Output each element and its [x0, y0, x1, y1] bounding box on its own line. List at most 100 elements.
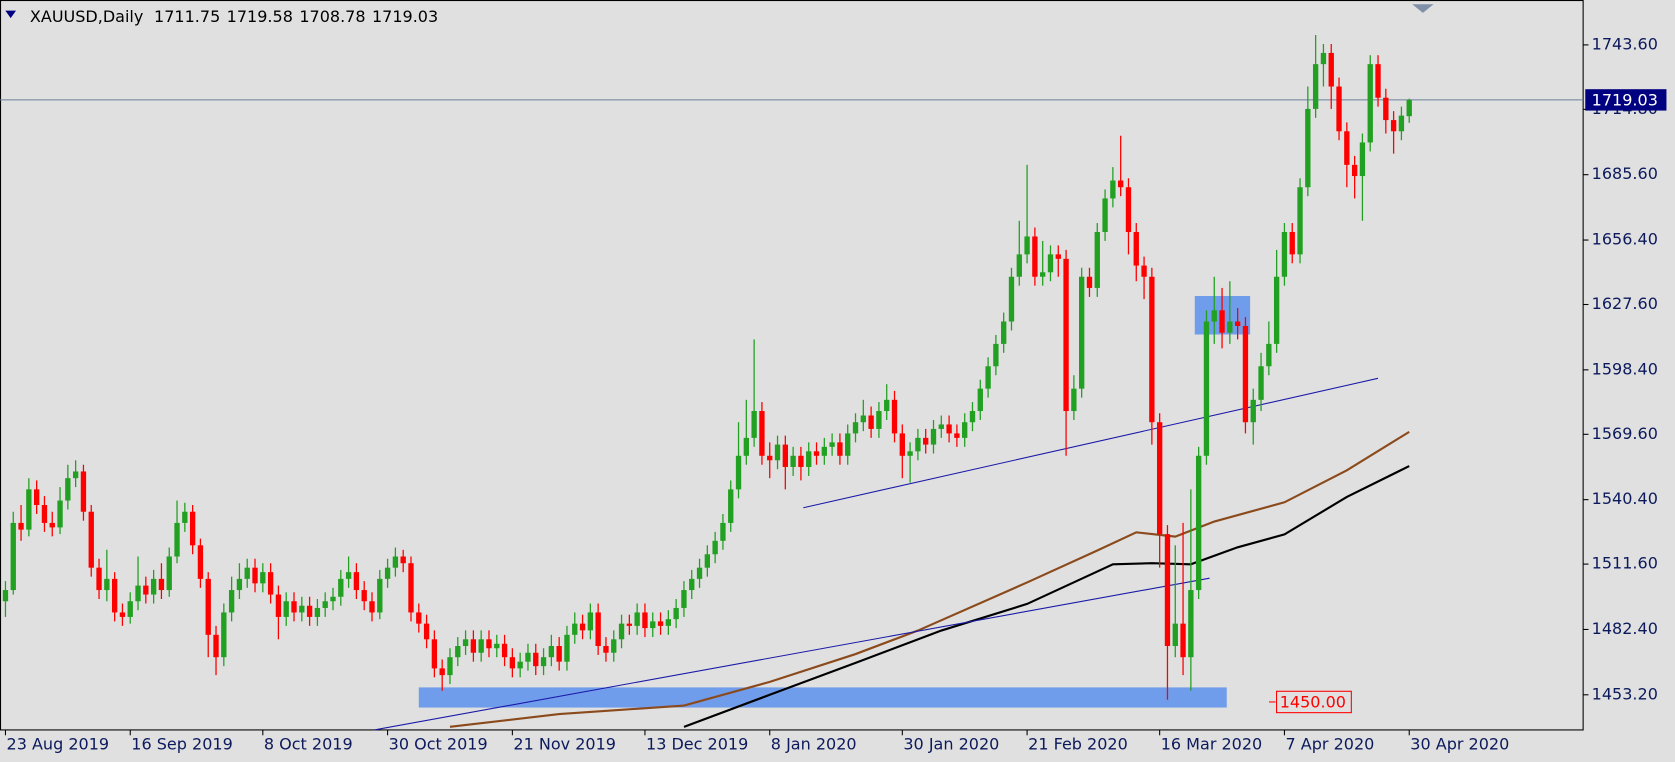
candle-body: [1016, 254, 1022, 277]
candle-body: [977, 388, 983, 412]
candle-body: [884, 399, 890, 412]
candle-body: [462, 639, 469, 647]
candle-body: [1227, 321, 1233, 333]
candle-body: [751, 411, 757, 438]
y-tick-label: 1511.60: [1592, 554, 1658, 573]
candle-body: [626, 623, 633, 626]
candle-body: [1063, 258, 1069, 412]
candle-body: [1211, 310, 1217, 322]
candle-body: [1164, 534, 1171, 647]
candle-body: [111, 578, 118, 613]
candle-body: [158, 578, 165, 591]
candle-body: [899, 433, 905, 456]
candle-body: [1297, 187, 1303, 255]
moving-average: [683, 465, 1410, 728]
candle-body: [1312, 64, 1319, 109]
candle-body: [852, 422, 859, 434]
candle-body: [509, 657, 516, 669]
candle-body: [587, 612, 594, 631]
candle-body: [1375, 64, 1381, 98]
candle-body: [291, 601, 297, 613]
y-tick-label: 1598.40: [1592, 359, 1658, 378]
shift-marker: [1412, 4, 1434, 13]
candle-body: [650, 621, 656, 629]
y-tick-label: 1685.60: [1592, 164, 1658, 183]
candle-body: [993, 343, 999, 367]
candle-body: [392, 556, 399, 568]
candle-body: [400, 556, 406, 564]
trendline: [374, 577, 1210, 731]
candle-body: [1305, 108, 1311, 188]
candle-body: [759, 411, 765, 456]
annotation-box: [1276, 690, 1352, 714]
candle-body: [1344, 131, 1350, 165]
candle-body: [1320, 52, 1327, 65]
candle-body: [572, 623, 578, 635]
menu-arrow[interactable]: [5, 10, 17, 19]
candle-body: [1117, 180, 1124, 188]
candle-body: [837, 442, 843, 456]
candle-body: [1390, 120, 1397, 132]
candle-body: [829, 442, 835, 447]
x-tick-label: 8 Jan 2020: [771, 734, 857, 753]
candle-body: [1273, 276, 1280, 344]
candle-body: [1047, 254, 1054, 273]
candle-body: [299, 605, 305, 613]
candle-body: [954, 433, 960, 438]
candle-body: [213, 634, 219, 658]
candle-body: [821, 446, 827, 456]
candle-body: [712, 540, 718, 555]
candle-body: [189, 511, 196, 546]
ohlc-open: 1711.75: [154, 7, 220, 26]
candle-body: [806, 451, 812, 467]
candle-body: [782, 444, 788, 467]
candle-body: [767, 455, 773, 461]
candle-body: [1133, 231, 1139, 266]
candle-body: [361, 590, 367, 602]
candle-body: [244, 567, 250, 579]
candle-body: [416, 612, 422, 624]
candle-body: [946, 424, 952, 434]
candle-body: [1032, 236, 1038, 277]
candle-body: [603, 646, 609, 653]
candle-body: [868, 415, 874, 429]
candle-body: [564, 634, 570, 662]
candle-body: [119, 612, 126, 617]
candle-body: [689, 578, 695, 591]
candle-body: [517, 661, 523, 669]
candle-body: [431, 639, 438, 669]
candle-body: [1086, 276, 1093, 288]
x-tick-label: 23 Aug 2019: [7, 734, 110, 753]
candle-body: [525, 652, 531, 662]
candle-body: [57, 500, 63, 528]
chart-header: XAUUSD,Daily 1711.75 1719.58 1708.78 1719.03: [30, 7, 438, 26]
candle-body: [1125, 187, 1132, 232]
candle-body: [2, 590, 9, 602]
candle-body: [345, 572, 352, 579]
candle-body: [556, 646, 562, 662]
x-tick-label: 16 Sep 2019: [131, 734, 232, 753]
candle-body: [1289, 231, 1295, 255]
candle-body: [96, 567, 102, 591]
candle-body: [1266, 343, 1272, 367]
candle-body: [696, 567, 703, 579]
candle-body: [1024, 236, 1030, 255]
candle-body: [353, 572, 360, 591]
candle-body: [260, 572, 266, 584]
candle-body: [423, 623, 430, 640]
candle-body: [642, 612, 648, 629]
candle-body: [938, 424, 944, 429]
candle-body: [618, 623, 625, 640]
candle-body: [1328, 52, 1334, 87]
candle-body: [1219, 310, 1225, 333]
candle-body: [743, 437, 750, 456]
candle-body: [221, 612, 227, 658]
candle-body: [174, 522, 180, 557]
candle-body: [1040, 272, 1046, 277]
candle-body: [447, 657, 453, 676]
candle-body: [790, 455, 796, 467]
candle-body: [455, 646, 461, 658]
x-tick-label: 13 Dec 2019: [646, 734, 748, 753]
trendline: [803, 377, 1379, 509]
